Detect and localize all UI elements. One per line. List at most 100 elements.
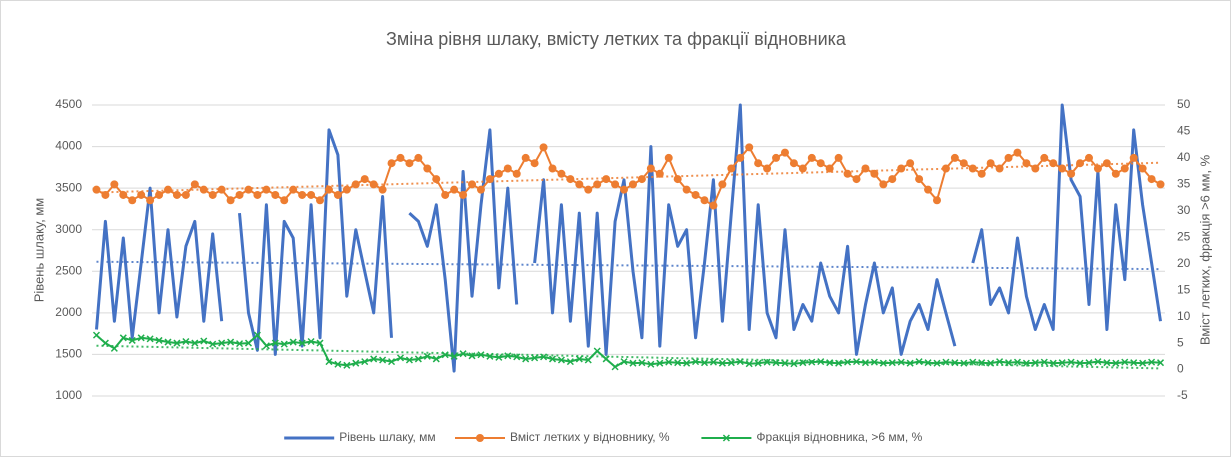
point-marker [378,185,387,194]
point-marker [691,190,700,199]
point-marker [799,359,807,367]
point-marker [1031,359,1039,367]
point-marker [414,153,423,162]
point-marker [664,153,673,162]
point-marker [370,355,378,363]
point-marker [1102,159,1111,168]
point-marker [825,164,834,173]
point-marker [978,359,986,367]
point-marker [450,352,458,360]
point-marker [504,352,512,360]
point-marker [191,339,199,347]
point-marker [1120,164,1129,173]
point-marker [387,159,396,168]
point-marker [405,159,414,168]
plot-area [92,103,1165,373]
point-marker [146,196,155,205]
point-marker [1067,358,1075,366]
point-marker [611,180,620,189]
y-tick-label: 4500 [55,97,82,111]
point-marker [780,148,789,157]
point-marker [1139,359,1147,367]
point-marker [870,358,878,366]
point-marker [190,180,199,189]
point-marker [388,358,396,366]
point-marker [414,355,422,363]
point-marker [369,180,378,189]
point-marker [665,358,673,366]
point-marker [888,175,897,184]
point-marker [602,175,611,184]
point-marker [754,359,762,367]
point-marker [1111,169,1120,178]
point-marker [450,185,459,194]
point-marker [289,338,297,346]
point-marker [182,337,190,346]
point-marker [593,180,602,189]
point-marker [807,153,816,162]
point-marker [789,159,798,168]
y2-tick-label: 15 [1177,282,1191,296]
point-marker [351,180,360,189]
y-tick-label: 1000 [55,388,82,402]
point-marker [521,153,530,162]
point-marker [307,190,316,199]
point-marker [593,347,601,355]
point-marker [584,185,593,194]
series-line [95,103,1162,373]
point-marker [477,351,485,359]
y2-tick-label: 30 [1177,203,1191,217]
point-marker [271,339,279,347]
point-marker [727,164,736,173]
point-marker [172,190,181,199]
point-marker [718,180,727,189]
legend-item: Фракція відновника, >6 мм, % [701,430,923,444]
point-marker [763,358,771,366]
point-marker [441,190,450,199]
point-marker [244,185,253,194]
point-marker [173,339,181,347]
point-marker [682,185,691,194]
point-marker [236,340,244,348]
point-marker [405,356,413,364]
point-marker [468,352,476,360]
point-marker [325,358,333,366]
point-marker [1103,359,1111,367]
y-tick-label: 1500 [55,347,82,361]
point-marker [1147,175,1156,184]
point-marker [745,143,754,152]
y2-tick-label: 20 [1177,256,1191,270]
point-marker [960,359,968,367]
point-marker [1022,359,1030,367]
point-marker [709,201,718,210]
point-marker [1156,180,1165,189]
point-marker [468,180,477,189]
point-marker [262,185,271,194]
point-marker [575,355,583,363]
point-marker [843,169,852,178]
point-marker [1040,153,1049,162]
point-marker [1049,359,1057,367]
point-marker [1076,359,1084,367]
point-marker [343,361,351,369]
point-marker [879,180,888,189]
point-marker [1121,358,1129,366]
point-marker [557,169,566,178]
point-marker [763,164,772,173]
point-marker [790,360,798,368]
legend-label: Рівень шлаку, мм [339,430,435,444]
point-marker [700,359,709,367]
point-marker [137,190,146,199]
point-marker [199,185,208,194]
point-marker [137,334,145,342]
point-marker [950,153,959,162]
point-marker [1013,148,1022,157]
point-marker [432,355,440,363]
point-marker [834,153,843,162]
point-marker [361,358,369,366]
point-marker [119,190,128,199]
point-marker [1085,359,1093,367]
point-marker [227,338,235,346]
y2-tick-label: 35 [1177,177,1191,191]
point-marker [146,335,154,343]
